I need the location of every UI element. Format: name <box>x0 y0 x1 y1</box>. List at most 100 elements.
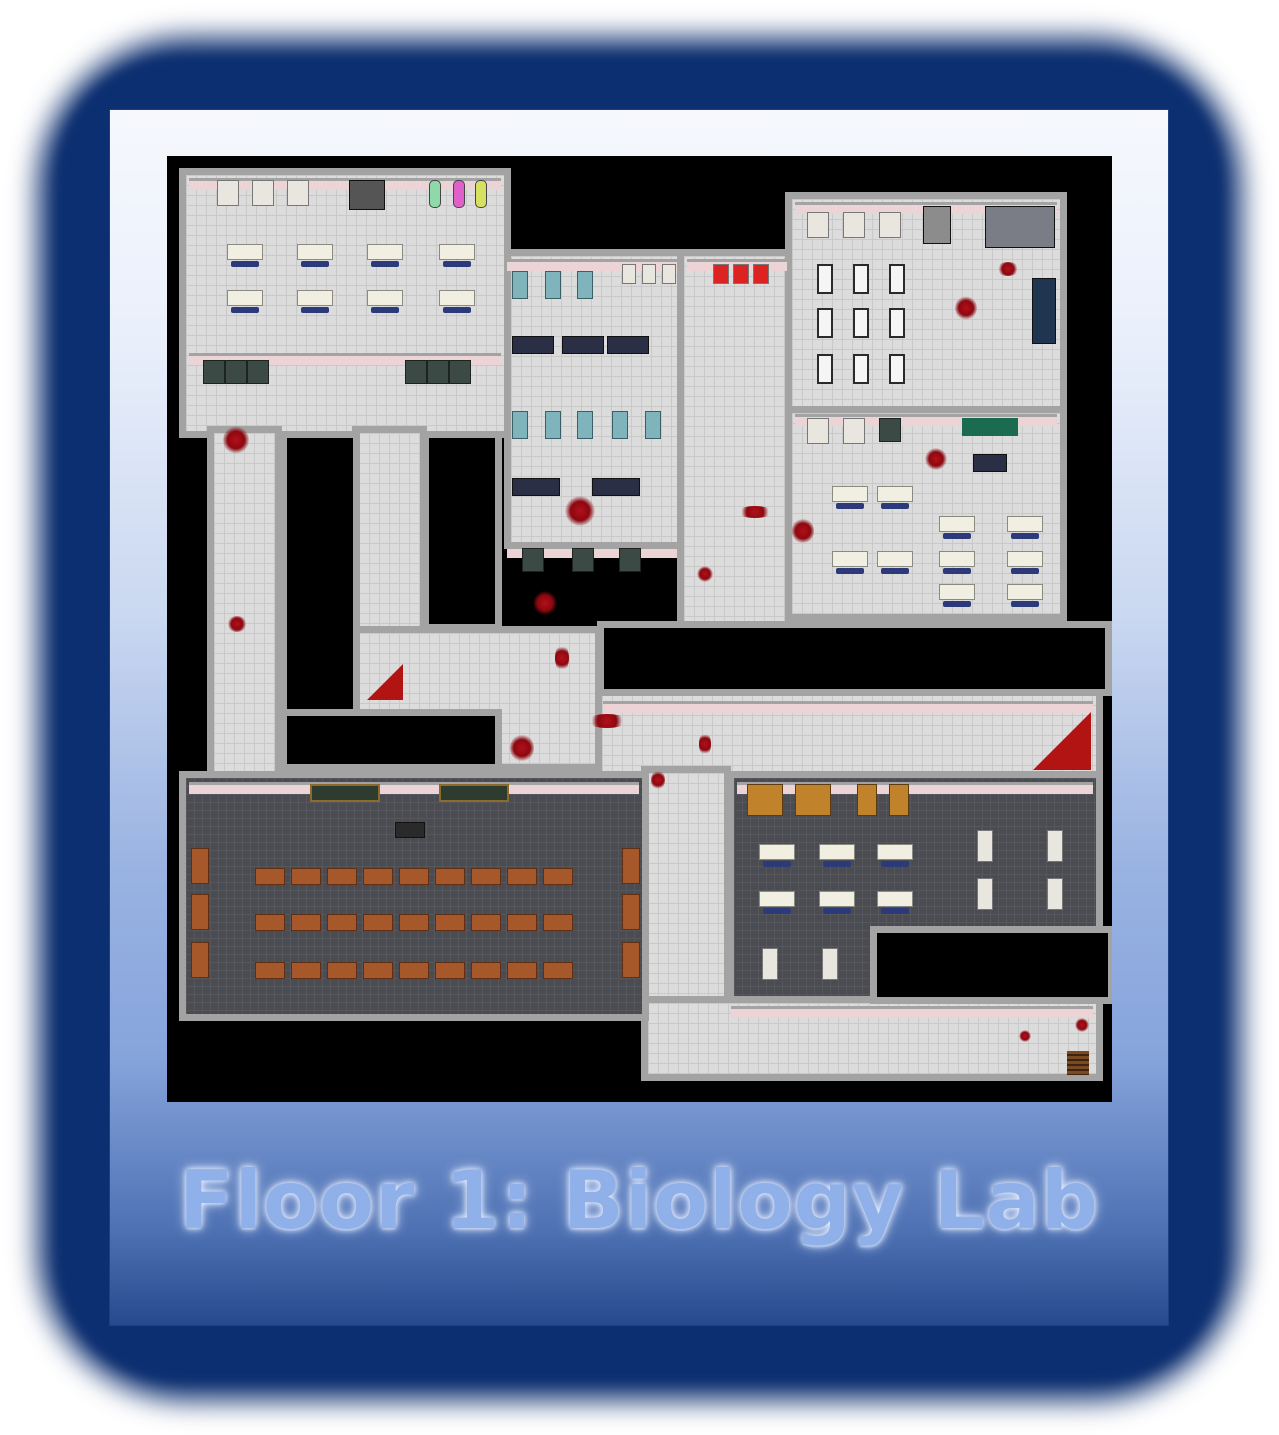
hospital-bed <box>817 354 833 384</box>
hospital-bed <box>889 308 905 338</box>
computer-desk <box>819 891 855 914</box>
blood-splatter <box>555 644 569 672</box>
student-desk <box>291 868 321 885</box>
student-desk <box>507 914 537 931</box>
study-table <box>977 830 993 862</box>
urinal <box>642 264 656 284</box>
student-desk <box>471 868 501 885</box>
locker <box>449 360 471 384</box>
hospital-bed <box>853 264 869 294</box>
urinal <box>622 264 636 284</box>
blood-splatter <box>1075 1018 1089 1032</box>
lab-desk <box>439 290 475 313</box>
study-table <box>1047 830 1063 862</box>
cabinet <box>217 180 239 206</box>
student-desk <box>435 962 465 979</box>
locker <box>619 548 641 572</box>
student-desk <box>327 962 357 979</box>
student-desk <box>399 962 429 979</box>
bookshelf <box>857 784 877 816</box>
office-desk <box>1007 516 1043 539</box>
computer-desk <box>877 844 913 867</box>
student-desk <box>435 868 465 885</box>
monitor-console <box>349 180 385 210</box>
chalkboard <box>439 784 509 802</box>
wall-strip <box>737 782 1093 794</box>
student-desk <box>255 914 285 931</box>
sink-counter <box>512 336 554 354</box>
sink-counter <box>607 336 649 354</box>
student-desk <box>291 962 321 979</box>
office-desk <box>877 551 913 574</box>
computer-desk <box>877 891 913 914</box>
toilet-stall <box>612 411 628 439</box>
side-desk <box>622 942 640 978</box>
blood-splatter <box>587 714 627 728</box>
red-ramp <box>1033 712 1091 770</box>
urinal <box>662 264 676 284</box>
red-ramp <box>367 664 403 700</box>
blood-splatter <box>925 448 947 470</box>
hospital-bed <box>853 308 869 338</box>
computer-desk <box>819 844 855 867</box>
student-desk <box>363 962 393 979</box>
medical-machine <box>985 206 1055 248</box>
toilet-stall <box>512 411 528 439</box>
sink-counter <box>562 336 604 354</box>
office-desk <box>877 486 913 509</box>
student-desk <box>363 868 393 885</box>
student-desk <box>291 914 321 931</box>
lab-desk <box>439 244 475 267</box>
vending-machine <box>713 264 729 284</box>
student-desk <box>255 962 285 979</box>
blood-splatter <box>223 426 249 454</box>
cabinet <box>252 180 274 206</box>
side-desk <box>191 848 209 884</box>
blood-splatter <box>997 262 1019 276</box>
wall-strip <box>603 701 1093 713</box>
hospital-bed <box>889 264 905 294</box>
floor-map <box>167 156 1112 1102</box>
locker <box>427 360 449 384</box>
office-board <box>962 418 1018 436</box>
student-desk <box>327 868 357 885</box>
bookshelf <box>889 784 909 816</box>
medical-machine <box>923 206 951 244</box>
wall-strip <box>731 1006 1093 1018</box>
blood-splatter <box>737 506 773 518</box>
student-desk <box>507 868 537 885</box>
blood-splatter <box>565 496 595 526</box>
lab-desk <box>367 290 403 313</box>
computer-desk <box>759 891 795 914</box>
toilet-stall <box>577 411 593 439</box>
locker <box>572 548 594 572</box>
blood-splatter <box>510 734 534 762</box>
side-desk <box>622 894 640 930</box>
hospital-bed <box>889 354 905 384</box>
side-desk <box>191 894 209 930</box>
student-desk <box>399 868 429 885</box>
server-rack <box>1032 278 1056 344</box>
stairs <box>1067 1051 1089 1075</box>
study-table <box>1047 878 1063 910</box>
side-desk <box>622 848 640 884</box>
blood-splatter <box>533 591 557 615</box>
cabinet <box>807 212 829 238</box>
office <box>785 406 1067 621</box>
locker <box>247 360 269 384</box>
blood-splatter <box>697 566 713 582</box>
tv-screen <box>973 454 1007 472</box>
toilet-stall <box>545 271 561 299</box>
lab-desk <box>367 244 403 267</box>
student-desk <box>363 914 393 931</box>
student-desk <box>543 868 573 885</box>
blood-splatter <box>1019 1030 1031 1042</box>
blood-splatter <box>792 518 814 544</box>
student-desk <box>471 962 501 979</box>
specimen-tube <box>429 180 441 208</box>
hospital-bed <box>853 354 869 384</box>
toilet-stall <box>577 271 593 299</box>
student-desk <box>471 914 501 931</box>
specimen-tube <box>475 180 487 208</box>
study-table <box>762 948 778 980</box>
